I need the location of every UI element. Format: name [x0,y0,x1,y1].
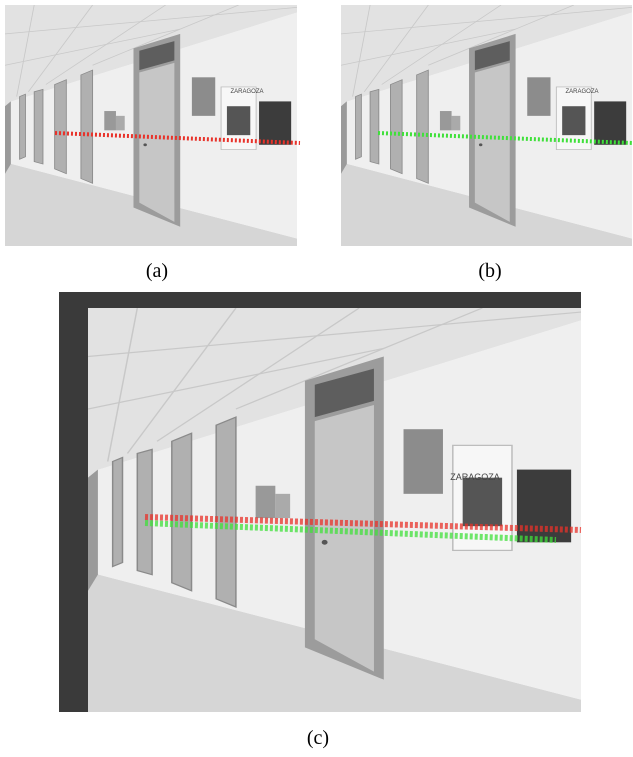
figure: ZARAGOZA (a) ZARAGOZA (b) ZARAGOZA (c) [0,0,633,752]
photo [341,5,632,246]
poster-text: ZARAGOZA [565,89,598,95]
panel-b: ZARAGOZA (b) [341,5,632,282]
caption: (b) [478,260,501,282]
panel-a: ZARAGOZA (a) [5,5,300,282]
caption: (a) [146,260,168,282]
poster-text: ZARAGOZA [230,89,263,95]
page: ZARAGOZA (a) ZARAGOZA (b) ZARAGOZA (c) (… [0,0,633,752]
photo [5,5,297,246]
photo [88,308,581,712]
caption: (c) [307,727,329,749]
poster-text: ZARAGOZA [450,472,500,482]
panel-c: ZARAGOZA (c) [59,292,581,749]
